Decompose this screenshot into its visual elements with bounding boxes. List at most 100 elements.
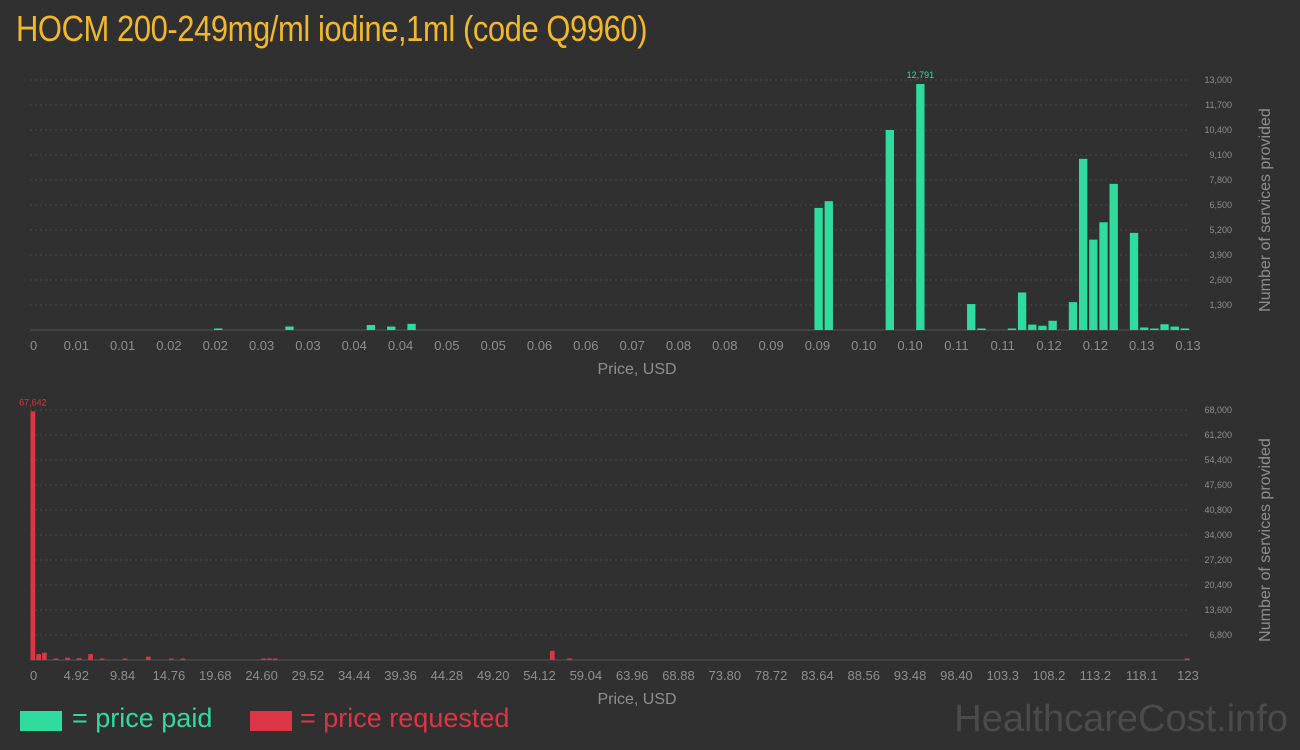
paid-bar [814,207,823,330]
legend-paid-label: = price paid [72,703,213,733]
requested-bar [567,658,572,660]
paid-x-tick-label: 0.13 [1175,338,1200,353]
paid-x-tick-label: 0.10 [851,338,876,353]
requested-y-tick-label: 13,600 [1204,605,1232,615]
requested-bar [36,654,42,660]
requested-x-tick-label: 78.72 [755,668,788,683]
paid-y-tick-label: 11,700 [1205,100,1232,110]
paid-bar [214,328,223,330]
requested-x-tick-label: 68.88 [662,668,695,683]
paid-bar [824,201,833,330]
paid-bar [1099,222,1108,330]
paid-x-tick-label: 0.01 [64,338,89,353]
requested-x-tick-label: 63.96 [616,668,649,683]
requested-bar [99,658,105,660]
watermark: HealthcareCost.info [954,698,1288,740]
paid-y-tick-label: 2,600 [1209,275,1232,285]
paid-bar [285,326,294,330]
legend-paid: = price paid [20,703,240,737]
requested-x-tick-label: 93.48 [894,668,927,683]
requested-y-tick-label: 6,800 [1209,630,1232,640]
price-paid-chart: 1,300 2,600 3,900 5,200 6,500 7,800 9,100 10,40… [30,70,1274,378]
requested-x-tick-label: 83.64 [801,668,834,683]
paid-y-tick-label: 10,400 [1204,125,1232,135]
requested-x-axis-title: Price, USD [597,691,676,708]
requested-bar [169,658,174,660]
paid-x-tick-label: 0.01 [110,338,135,353]
legend-requested: = price requested [250,703,530,737]
paid-bar [1109,183,1118,330]
requested-y-tick-label: 20,400 [1204,580,1232,590]
requested-x-tick-label: 39.36 [384,668,417,683]
paid-x-tick-label: 0.11 [944,338,968,353]
requested-x-tick-label: 88.56 [847,668,880,683]
requested-y-tick-label: 34,000 [1204,530,1232,540]
requested-bar [30,411,36,660]
paid-bar [387,326,396,330]
paid-x-tick-label: 0.13 [1129,338,1154,353]
paid-x-tick-label: 0.03 [249,338,274,353]
paid-y-tick-label: 13,000 [1204,75,1232,85]
paid-x-tick-label: 0.05 [434,338,459,353]
paid-bar [1028,324,1037,330]
paid-bar [916,84,925,330]
requested-y-tick-label: 40,800 [1204,505,1232,515]
requested-x-tick-label: 113.2 [1080,668,1112,683]
paid-peak-label: 12,791 [907,70,935,80]
paid-y-axis-title: Number of services provided [1257,108,1274,312]
requested-bar [1184,658,1190,660]
requested-bar [53,658,59,660]
paid-bar [1068,302,1078,330]
paid-x-tick-label: 0.02 [156,338,181,353]
paid-x-tick-label: 0.12 [1036,338,1061,353]
requested-x-tick-label: 4.92 [64,668,89,683]
paid-x-tick-label: 0.04 [388,338,413,353]
requested-y-tick-label: 54,400 [1204,455,1232,465]
paid-bar [967,304,976,330]
requested-y-tick-label: 27,200 [1204,555,1232,565]
requested-x-tick-label: 34.44 [338,668,371,683]
paid-x-tick-label: 0.06 [573,338,598,353]
paid-bar [885,130,894,330]
paid-bar [1048,320,1057,330]
paid-x-tick-label: 0.08 [712,338,737,353]
paid-bar [366,325,376,330]
requested-bar [122,658,128,660]
paid-bar [1180,328,1190,330]
paid-x-tick-label: 0.09 [805,338,830,353]
requested-y-tick-label: 68,000 [1204,405,1232,415]
requested-x-tick-label: 108.2 [1033,668,1066,683]
requested-x-tick-label: 73.80 [709,668,742,683]
paid-bar [1160,324,1169,330]
requested-x-tick-label: 14.76 [153,668,186,683]
requested-bar [180,658,186,660]
requested-x-tick-label: 103.3 [986,668,1019,683]
requested-x-tick-label: 54.12 [523,668,556,683]
paid-bar [1150,328,1159,330]
paid-bar [1140,327,1149,330]
paid-x-tick-label: 0.07 [620,338,645,353]
paid-bar [1007,328,1017,330]
requested-x-tick-label: 98.40 [940,668,973,683]
requested-y-tick-label: 61,200 [1204,430,1232,440]
paid-bar [1129,232,1139,330]
paid-x-tick-label: 0.11 [991,338,1015,353]
requested-bar [261,658,267,660]
paid-y-tick-label: 1,300 [1209,300,1232,310]
legend-requested-swatch [250,711,292,731]
paid-bar [977,328,986,330]
requested-x-tick-label: 59.04 [570,668,603,683]
paid-x-tick-label: 0.06 [527,338,552,353]
paid-x-tick-label: 0.04 [342,338,367,353]
paid-bar [1017,292,1027,330]
paid-x-tick-label: 0.10 [897,338,922,353]
requested-peak-label: 67,642 [19,397,47,407]
paid-x-tick-label: 0.09 [758,338,783,353]
page-title: HOCM 200-249mg/ml iodine,1ml (code Q9960… [16,8,648,49]
requested-y-tick-label: 47,600 [1204,480,1232,490]
requested-bar [145,656,151,660]
requested-x-tick-label: 123 [1177,668,1199,683]
paid-x-tick-label: 0.03 [295,338,320,353]
requested-bar [65,657,70,660]
requested-y-axis-title: Number of services provided [1257,438,1274,642]
